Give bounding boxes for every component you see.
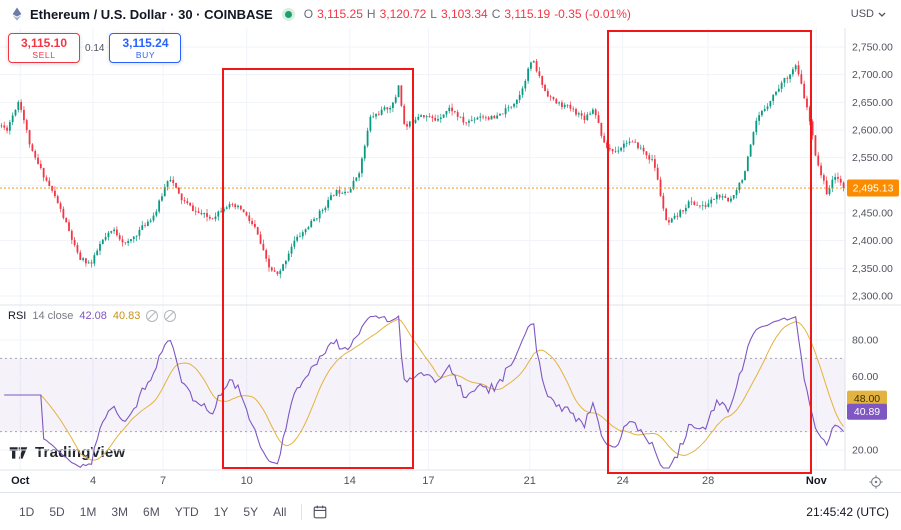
- range-button-ytd[interactable]: YTD: [168, 501, 206, 523]
- drawing-rectangle-2[interactable]: [607, 30, 812, 474]
- open-value: 3,115.25: [317, 7, 363, 21]
- high-label: H: [366, 7, 376, 21]
- range-buttons: 1D 5D 1M 3M 6M YTD 1Y 5Y All: [12, 501, 293, 523]
- svg-text:2,400.00: 2,400.00: [852, 235, 893, 247]
- svg-text:14: 14: [344, 475, 356, 487]
- calendar-icon: [314, 505, 327, 518]
- svg-text:48.00: 48.00: [854, 393, 880, 405]
- range-button-5y[interactable]: 5Y: [236, 501, 265, 523]
- rsi-value: 42.08: [79, 310, 107, 322]
- buy-button[interactable]: 3,115.24 BUY: [109, 33, 182, 63]
- currency-label: USD: [850, 8, 874, 20]
- svg-text:2,450.00: 2,450.00: [852, 208, 893, 220]
- high-value: 3,120.72: [379, 7, 427, 21]
- svg-text:24: 24: [617, 475, 629, 487]
- time-axis-settings-icon[interactable]: [866, 472, 886, 492]
- chart-header: Ethereum / U.S. Dollar · 30 · COINBASE O…: [0, 0, 901, 28]
- clock-utc[interactable]: 21:45:42 (UTC): [806, 504, 889, 519]
- svg-text:2,350.00: 2,350.00: [852, 263, 893, 275]
- hide-indicator-icon[interactable]: [146, 310, 159, 322]
- svg-text:10: 10: [241, 475, 253, 487]
- sell-label: SELL: [32, 50, 56, 60]
- low-value: 3,103.34: [440, 7, 488, 21]
- svg-text:7: 7: [160, 475, 166, 487]
- symbol-selector[interactable]: Ethereum / U.S. Dollar · 30 · COINBASE: [10, 7, 273, 22]
- svg-text:2,495.13: 2,495.13: [853, 183, 894, 195]
- range-button-1y[interactable]: 1Y: [207, 501, 236, 523]
- spread-value: 0.14: [85, 42, 105, 54]
- symbol-title[interactable]: Ethereum / U.S. Dollar · 30 · COINBASE: [30, 6, 273, 22]
- price-chart-svg[interactable]: Oct 4 7 10 14 17 21 24 28 Nov 2,750.00 2,700.00 2,65…: [0, 28, 901, 492]
- svg-text:60.00: 60.00: [852, 371, 878, 383]
- sell-price: 3,115.10: [20, 36, 68, 50]
- chart-area[interactable]: TradingView Oct 4 7 10 14 17 21 24 28 Nov 2,750.00…: [0, 28, 901, 492]
- svg-text:Nov: Nov: [806, 475, 828, 487]
- change-value: -0.35 (-0.01%): [554, 7, 631, 21]
- rsi-title: RSI: [8, 310, 27, 322]
- toolbar-divider: [301, 503, 303, 520]
- drawing-rectangle-1[interactable]: [222, 68, 414, 469]
- buy-label: BUY: [135, 50, 156, 60]
- range-button-6m[interactable]: 6M: [136, 501, 167, 523]
- range-button-1m[interactable]: 1M: [73, 501, 104, 523]
- svg-text:2,300.00: 2,300.00: [852, 291, 893, 303]
- low-label: L: [430, 7, 437, 21]
- svg-text:2,750.00: 2,750.00: [852, 42, 893, 54]
- open-label: O: [303, 7, 314, 21]
- close-label: C: [491, 7, 501, 21]
- rsi-legend[interactable]: RSI 14 close 42.08 40.83: [8, 310, 177, 322]
- ohlc-readout: O 3,115.25 H 3,120.72 L 3,103.34 C 3,115…: [304, 7, 631, 21]
- svg-text:21: 21: [524, 475, 536, 487]
- trade-widget: 3,115.10 SELL 0.14 3,115.24 BUY: [8, 33, 182, 63]
- svg-text:4: 4: [90, 475, 96, 487]
- svg-text:2,550.00: 2,550.00: [852, 152, 893, 164]
- svg-text:28: 28: [702, 475, 714, 487]
- svg-text:20.00: 20.00: [852, 445, 878, 457]
- svg-text:Oct: Oct: [11, 475, 30, 487]
- svg-text:2,600.00: 2,600.00: [852, 125, 893, 137]
- rsi-params: 14 close: [32, 310, 74, 322]
- currency-selector[interactable]: USD: [846, 5, 891, 23]
- market-status-dot[interactable]: [284, 10, 292, 18]
- sell-button[interactable]: 3,115.10 SELL: [8, 33, 80, 63]
- svg-text:40.89: 40.89: [854, 406, 880, 418]
- close-value: 3,115.19: [504, 7, 551, 21]
- go-to-date-button[interactable]: [310, 502, 330, 522]
- svg-text:80.00: 80.00: [852, 335, 878, 347]
- svg-text:17: 17: [422, 475, 434, 487]
- bottom-toolbar: 1D 5D 1M 3M 6M YTD 1Y 5Y All 21:45:42 (UTC): [0, 492, 901, 530]
- hide-indicator-icon[interactable]: [164, 310, 177, 322]
- chevron-down-icon: [878, 12, 886, 17]
- rsi-ma-value: 40.83: [112, 310, 141, 322]
- buy-price: 3,115.24: [122, 36, 169, 50]
- range-button-5d[interactable]: 5D: [42, 501, 71, 523]
- ethereum-icon: [10, 7, 24, 21]
- range-button-1d[interactable]: 1D: [12, 501, 41, 523]
- range-button-all[interactable]: All: [266, 501, 293, 523]
- svg-text:2,700.00: 2,700.00: [852, 69, 893, 81]
- svg-text:2,650.00: 2,650.00: [852, 97, 893, 109]
- range-button-3m[interactable]: 3M: [104, 501, 135, 523]
